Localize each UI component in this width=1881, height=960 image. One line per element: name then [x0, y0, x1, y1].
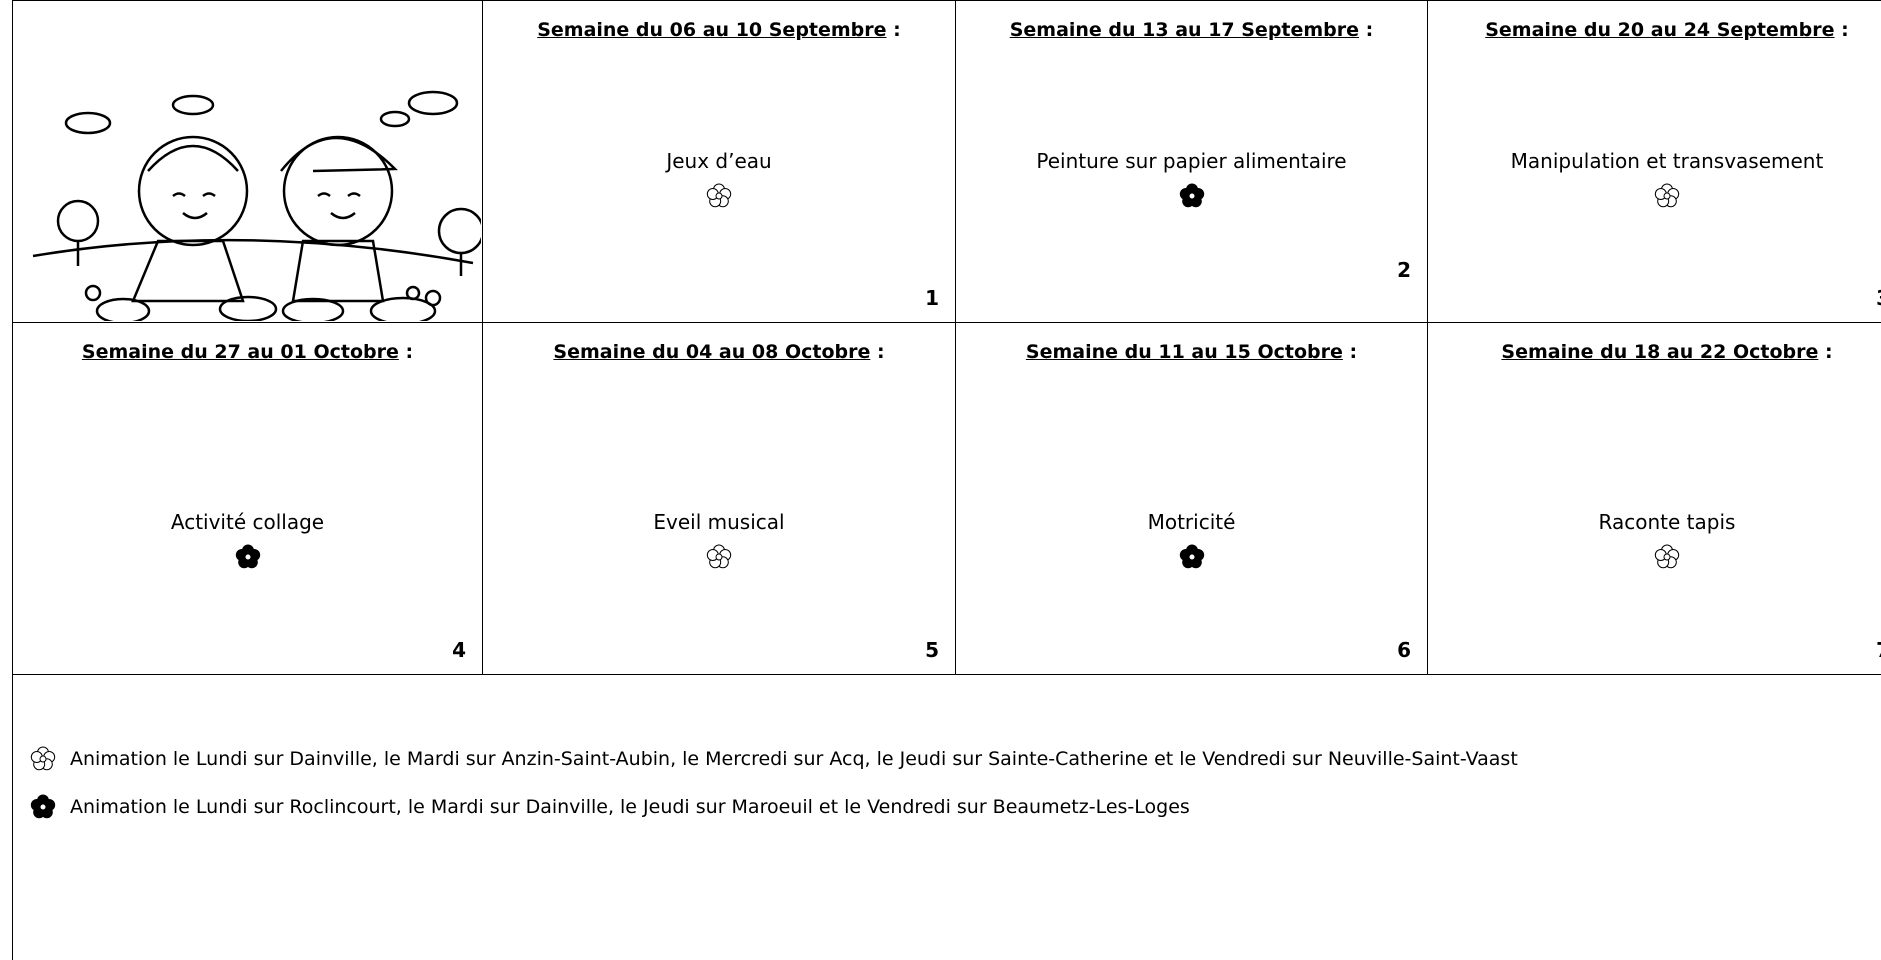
- week-title: Semaine du 20 au 24 Septembre :: [1428, 19, 1881, 41]
- week-dates: Semaine du 20 au 24 Septembre: [1485, 19, 1835, 41]
- activity: Raconte tapis: [1598, 510, 1736, 534]
- separator: :: [1824, 341, 1833, 363]
- week-title: Semaine du 04 au 08 Octobre :: [483, 341, 955, 363]
- week-title: Semaine du 06 au 10 Septembre :: [483, 19, 955, 41]
- week-cell: Semaine du 04 au 08 Octobre : Eveil music…: [482, 322, 956, 675]
- legend-cell: [12, 674, 1881, 960]
- week-title: Semaine du 11 au 15 Octobre :: [956, 341, 1427, 363]
- flower-icon: [706, 183, 732, 208]
- week-dates: Semaine du 27 au 01 Octobre: [81, 341, 399, 363]
- week-cell: Semaine du 20 au 24 Septembre : Manipulat…: [1427, 0, 1881, 323]
- week-number: 5: [925, 638, 939, 662]
- week-cell: Semaine du 27 au 01 Octobre : Activité co…: [12, 322, 483, 675]
- flower-icon: [30, 746, 56, 771]
- activity: Eveil musical: [653, 510, 785, 534]
- week-number: 1: [925, 286, 939, 310]
- illustration-cell: [12, 0, 485, 326]
- legend-text: Animation le Lundi sur Roclincourt, le M…: [70, 796, 1190, 818]
- week-title: Semaine du 13 au 17 Septembre :: [956, 19, 1427, 41]
- week-number: 6: [1397, 638, 1411, 662]
- separator: :: [1349, 341, 1358, 363]
- week-dates: Semaine du 04 au 08 Octobre: [553, 341, 871, 363]
- illustration: [32, 90, 485, 326]
- week-number: 2: [1397, 258, 1411, 282]
- week-number: 3: [1876, 286, 1881, 310]
- week-number: 7: [1876, 638, 1881, 662]
- flower-icon: [1179, 183, 1204, 208]
- legend-row: Animation le Lundi sur Roclincourt, le M…: [30, 794, 1190, 820]
- activity: Activité collage: [170, 510, 325, 534]
- separator: :: [405, 341, 414, 363]
- week-title: Semaine du 18 au 22 Octobre :: [1428, 341, 1881, 363]
- activity: Motricité: [1147, 510, 1236, 534]
- flower-icon: [235, 544, 260, 569]
- week-cell: Semaine du 06 au 10 Septembre : Jeux d’ea…: [482, 0, 956, 323]
- flower-icon: [1654, 183, 1680, 208]
- legend-text: Animation le Lundi sur Dainville, le Mar…: [70, 748, 1518, 770]
- activity: Jeux d’eau: [666, 149, 772, 173]
- activity: Manipulation et transvasement: [1510, 149, 1824, 173]
- flower-icon: [706, 544, 732, 569]
- week-cell: Semaine du 11 au 15 Octobre : Motricité 6: [955, 322, 1428, 675]
- separator: :: [876, 341, 885, 363]
- legend-row: Animation le Lundi sur Dainville, le Mar…: [30, 746, 1518, 772]
- week-cell: Semaine du 13 au 17 Septembre : Peinture …: [955, 0, 1428, 323]
- week-cell: Semaine du 18 au 22 Octobre : Raconte tap…: [1427, 322, 1881, 675]
- week-dates: Semaine du 11 au 15 Octobre: [1025, 341, 1343, 363]
- separator: :: [893, 19, 901, 41]
- flower-icon: [30, 794, 56, 819]
- separator: :: [1841, 19, 1849, 41]
- flower-icon: [1179, 544, 1204, 569]
- week-number: 4: [452, 638, 466, 662]
- separator: :: [1365, 19, 1374, 41]
- week-dates: Semaine du 18 au 22 Octobre: [1501, 341, 1819, 363]
- activity: Peinture sur papier alimentaire: [1036, 149, 1347, 173]
- week-dates: Semaine du 06 au 10 Septembre: [537, 19, 887, 41]
- week-title: Semaine du 27 au 01 Octobre :: [13, 341, 482, 363]
- flower-icon: [1654, 544, 1680, 569]
- week-dates: Semaine du 13 au 17 Septembre: [1009, 19, 1360, 41]
